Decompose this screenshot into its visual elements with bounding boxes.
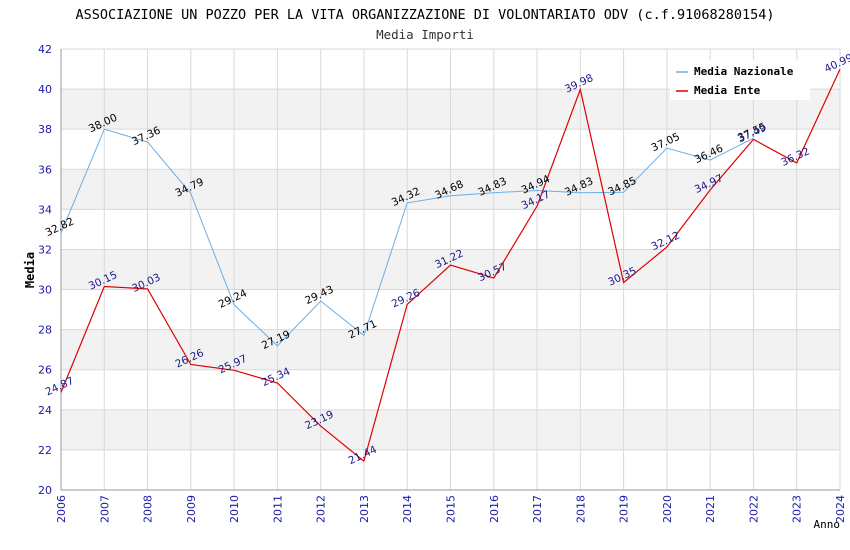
y-tick-label: 30 bbox=[38, 284, 52, 297]
x-tick-labels: 2006 2007 2008 2009 2010 2011 2012 2013 2014 2015… bbox=[55, 495, 847, 523]
y-tick-label: 32 bbox=[38, 243, 52, 256]
y-tick-label: 38 bbox=[38, 123, 52, 136]
y-axis-label: Media bbox=[23, 252, 37, 288]
x-tick-label: 2007 bbox=[98, 495, 111, 523]
legend: Media Nazionale Media Ente bbox=[670, 60, 810, 100]
x-tick-label: 2024 bbox=[834, 495, 847, 523]
x-tick-label: 2006 bbox=[55, 495, 68, 523]
series-lines bbox=[60, 68, 841, 463]
x-tick-label: 2013 bbox=[358, 495, 371, 523]
x-tick-label: 2012 bbox=[315, 495, 328, 523]
y-tick-label: 20 bbox=[38, 484, 52, 497]
y-tick-label: 34 bbox=[38, 203, 52, 216]
y-tick-label: 36 bbox=[38, 163, 52, 176]
y-tick-label: 24 bbox=[38, 404, 52, 417]
legend-box bbox=[670, 60, 810, 100]
x-tick-label: 2015 bbox=[445, 495, 458, 523]
series-line-ente bbox=[60, 68, 841, 463]
chart-title: ASSOCIAZIONE UN POZZO PER LA VITA ORGANI… bbox=[76, 7, 775, 23]
y-tick-label: 26 bbox=[38, 364, 52, 377]
y-tick-label: 22 bbox=[38, 444, 52, 457]
x-axis-label: Anno bbox=[814, 518, 841, 531]
series-line-nazionale bbox=[60, 128, 754, 347]
x-tick-label: 2023 bbox=[791, 495, 804, 523]
x-tick-label: 2019 bbox=[618, 495, 631, 523]
y-tick-label: 42 bbox=[38, 43, 52, 56]
x-tick-label: 2009 bbox=[185, 495, 198, 523]
x-tick-label: 2018 bbox=[574, 495, 587, 523]
x-tick-label: 2008 bbox=[142, 495, 155, 523]
x-tick-label: 2016 bbox=[488, 495, 501, 523]
y-tick-label: 40 bbox=[38, 83, 52, 96]
x-tick-label: 2020 bbox=[661, 495, 674, 523]
x-tick-label: 2014 bbox=[401, 495, 414, 523]
legend-label-ente: Media Ente bbox=[694, 84, 761, 97]
x-tick-label: 2011 bbox=[271, 495, 284, 523]
x-tick-label: 2010 bbox=[228, 495, 241, 523]
y-tick-labels: 20 22 24 26 28 30 32 34 36 38 40 42 bbox=[38, 43, 52, 497]
chart-subtitle: Media Importi bbox=[376, 27, 474, 42]
y-tick-label: 28 bbox=[38, 324, 52, 337]
x-tick-label: 2021 bbox=[704, 495, 717, 523]
legend-label-nazionale: Media Nazionale bbox=[694, 65, 794, 78]
x-tick-label: 2017 bbox=[531, 495, 544, 523]
x-tick-label: 2022 bbox=[747, 495, 760, 523]
